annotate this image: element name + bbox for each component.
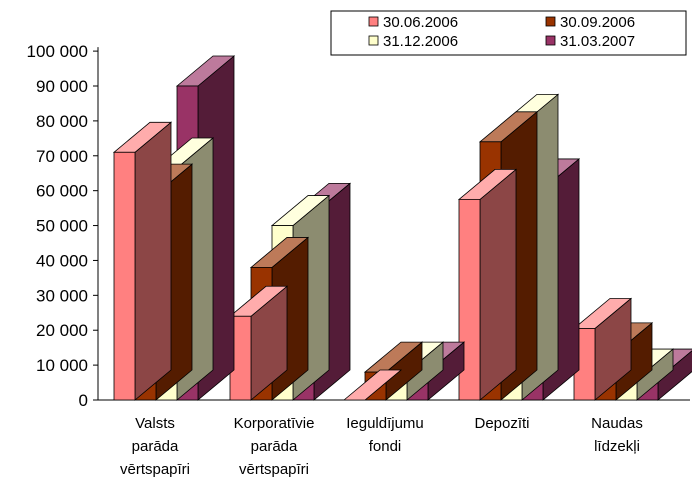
legend: 30.06.2006 30.09.2006 31.12.2006 31.03.2007 (330, 10, 687, 56)
x-tick-label: Depozīti (474, 415, 529, 432)
bar (112, 121, 173, 401)
bar-front (113, 151, 136, 401)
x-axis-labels: Valsts parāda vērtspapīri Korporatīvie parād… (120, 415, 643, 478)
y-axis: 0 10 000 20 000 30 000 40 000 50 000 60 000 70 … (27, 42, 690, 410)
bar-top (342, 369, 403, 401)
bar (457, 168, 518, 401)
bar-side (479, 168, 517, 401)
bar (342, 369, 403, 401)
legend-swatch (545, 35, 556, 46)
y-tick-label: 20 000 (36, 321, 88, 340)
bars (112, 55, 692, 401)
legend-swatch (368, 35, 379, 46)
y-tick-label: 10 000 (36, 356, 88, 375)
x-tick-label: Korporatīvie parāda vērtspapīri (234, 415, 315, 478)
y-tick-label: 50 000 (36, 217, 88, 236)
y-tick-label: 70 000 (36, 147, 88, 166)
legend-box (330, 10, 687, 56)
x-tick-label: Ieguldījumu fondi (346, 415, 424, 455)
legend-label: 30.06.2006 (383, 14, 458, 31)
y-tick-label: 100 000 (27, 42, 88, 61)
legend-label: 31.03.2007 (560, 33, 635, 50)
y-tick-label: 30 000 (36, 286, 88, 305)
legend-swatch (368, 16, 379, 27)
bar-side (134, 121, 172, 401)
y-tick-label: 0 (79, 391, 88, 410)
legend-label: 31.12.2006 (383, 33, 458, 50)
y-tick-label: 60 000 (36, 182, 88, 201)
x-tick-label: Naudas līdzekļi (591, 415, 643, 455)
legend-label: 30.09.2006 (560, 14, 635, 31)
bar (228, 285, 289, 401)
y-tick-label: 80 000 (36, 112, 88, 131)
legend-swatch (545, 16, 556, 27)
y-tick-label: 40 000 (36, 251, 88, 270)
y-tick-label: 90 000 (36, 77, 88, 96)
x-tick-label: Valsts parāda vērtspapīri (120, 415, 190, 478)
